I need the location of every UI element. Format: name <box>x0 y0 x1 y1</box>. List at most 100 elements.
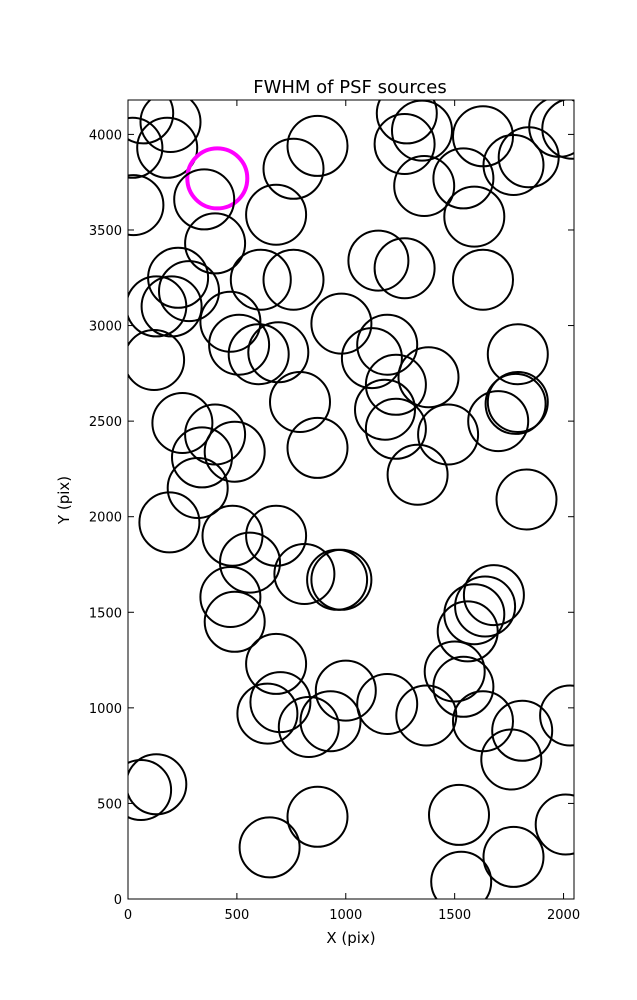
source-marker <box>199 290 262 353</box>
source-marker <box>397 346 460 409</box>
source-marker <box>262 137 325 200</box>
source-marker <box>373 237 436 300</box>
source-marker <box>484 372 547 435</box>
source-marker <box>534 793 574 856</box>
y-axis-ticks: 0 500 1000 1500 2000 2500 3000 3500 4000 <box>89 128 574 908</box>
source-marker <box>417 403 480 466</box>
source-marker <box>528 100 574 158</box>
y-axis-label: Y (pix) <box>55 476 73 525</box>
source-marker <box>391 100 453 162</box>
source-marker <box>539 684 574 747</box>
source-marker <box>347 229 410 292</box>
source-marker <box>136 116 199 179</box>
source-marker <box>245 504 308 567</box>
source-marker <box>286 785 349 848</box>
source-marker <box>128 116 164 179</box>
chart-title: FWHM of PSF sources <box>253 77 447 98</box>
y-tick-label: 2000 <box>89 511 122 526</box>
source-marker <box>203 590 266 653</box>
source-marker <box>128 753 188 816</box>
source-marker <box>236 682 299 745</box>
source-marker <box>467 390 530 453</box>
source-marker <box>452 248 514 311</box>
x-axis-ticks: 0 500 1000 1500 2000 <box>124 100 580 923</box>
source-marker <box>158 260 220 323</box>
source-marker <box>199 566 262 628</box>
y-tick-label: 0 <box>114 893 122 908</box>
source-marker <box>436 600 499 663</box>
y-tick-label: 1000 <box>89 702 122 717</box>
y-tick-label: 4000 <box>89 128 122 143</box>
source-marker <box>151 392 214 454</box>
source-marker <box>354 378 416 441</box>
source-marker <box>495 468 558 531</box>
source-marker <box>395 684 458 747</box>
source-marker <box>393 155 456 217</box>
source-marker <box>128 329 186 391</box>
source-marker <box>486 323 549 386</box>
source-marker <box>375 100 438 145</box>
source-marker <box>173 168 236 231</box>
source-marker <box>310 548 373 611</box>
y-tick-label: 3500 <box>89 224 122 239</box>
source-marker <box>203 420 266 483</box>
source-marker <box>430 850 493 899</box>
source-marker <box>306 548 369 611</box>
source-marker <box>452 690 514 753</box>
source-marker <box>432 655 495 718</box>
plot-frame <box>127 99 575 900</box>
source-marker <box>286 114 349 177</box>
source-marker <box>245 632 308 695</box>
source-marker <box>356 673 419 735</box>
source-marker <box>364 397 427 460</box>
source-marker <box>208 313 271 376</box>
source-marker <box>486 371 549 433</box>
source-marker <box>314 659 377 722</box>
source-marker <box>273 543 336 605</box>
source-marker <box>454 575 517 638</box>
source-marker <box>541 100 574 160</box>
source-marker <box>128 174 165 237</box>
source-marker <box>299 690 362 753</box>
source-marker <box>166 457 229 519</box>
source-marker <box>128 759 173 821</box>
source-marker <box>128 275 188 338</box>
source-marker <box>238 816 301 879</box>
x-tick-label: 1000 <box>329 908 362 923</box>
source-marker <box>428 783 490 846</box>
source-marker <box>497 126 560 189</box>
source-marker <box>386 443 449 506</box>
source-marker <box>128 100 175 145</box>
source-marker <box>480 728 543 791</box>
source-marker <box>423 640 486 703</box>
source-marker <box>462 564 525 627</box>
source-markers <box>128 100 574 899</box>
source-marker <box>184 212 247 275</box>
highlighted-source-marker <box>185 146 250 211</box>
source-marker <box>373 113 436 175</box>
source-marker <box>432 147 495 210</box>
source-marker <box>491 699 554 762</box>
y-tick-label: 1500 <box>89 606 122 621</box>
source-marker <box>340 327 403 390</box>
source-marker <box>245 183 308 246</box>
source-marker <box>482 134 545 196</box>
source-marker <box>482 825 545 888</box>
source-marker <box>184 403 247 466</box>
source-marker <box>269 371 331 433</box>
source-marker <box>356 313 419 376</box>
x-tick-label: 1500 <box>438 908 471 923</box>
source-marker <box>443 185 506 248</box>
x-tick-label: 0 <box>124 908 132 923</box>
x-tick-label: 2000 <box>547 908 580 923</box>
y-tick-label: 500 <box>97 797 122 812</box>
source-marker <box>138 491 201 554</box>
source-marker <box>229 248 292 311</box>
source-marker <box>227 323 290 386</box>
source-marker <box>171 426 233 489</box>
source-marker <box>310 292 373 355</box>
source-marker <box>219 531 281 594</box>
source-marker <box>277 696 340 758</box>
source-marker <box>286 416 349 479</box>
source-marker <box>262 248 325 311</box>
